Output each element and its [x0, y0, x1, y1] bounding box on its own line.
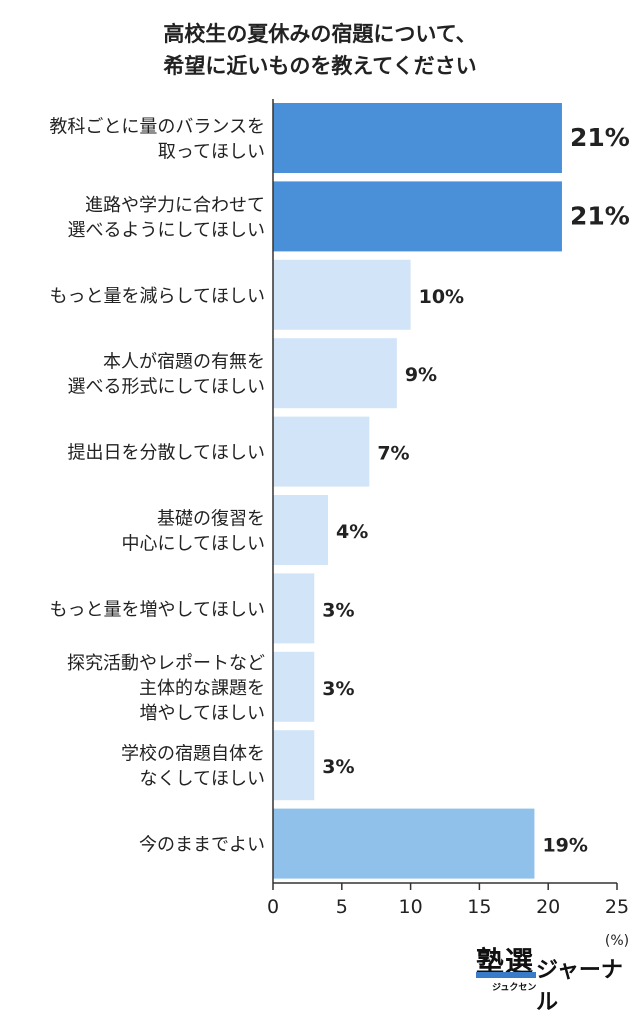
bar-5: [273, 495, 329, 565]
bar-value-label-7: 3%: [322, 678, 354, 700]
bar-value-label-4: 7%: [377, 443, 409, 465]
x-tick-label-3: 15: [467, 896, 491, 918]
category-label-9: 今のままでよい: [139, 835, 265, 856]
category-label-2: もっと量を減らしてほしい: [50, 286, 265, 307]
bar-value-label-2: 10%: [419, 286, 464, 308]
category-label-5: 基礎の復習を中心にしてほしい: [122, 509, 265, 555]
bar-6: [273, 573, 315, 644]
x-tick-label-2: 10: [399, 896, 423, 918]
bar-value-label-3: 9%: [405, 364, 437, 386]
category-label-3: 本人が宿題の有無を選べる形式にしてほしい: [68, 352, 265, 398]
bar-value-label-8: 3%: [322, 756, 354, 778]
bar-value-label-5: 4%: [336, 521, 368, 543]
category-label-1: 進路や学力に合わせて選べるようにしてほしい: [68, 195, 265, 241]
brand-logo-underline: [476, 972, 536, 978]
bar-3: [273, 338, 397, 409]
chart-title-line-1: 高校生の夏休みの宿題について、: [163, 22, 477, 46]
brand-logo-kana: ジャーナル: [536, 958, 623, 1015]
category-label-0: 教科ごとに量のバランスを取ってほしい: [49, 117, 265, 163]
bar-value-label-6: 3%: [322, 599, 354, 621]
x-tick-label-4: 20: [536, 896, 560, 918]
x-unit-label: (%): [605, 933, 629, 949]
category-label-6: もっと量を増やしてほしい: [50, 599, 265, 620]
chart-title-line-2: 希望に近いものを教えてください: [163, 54, 477, 78]
brand-logo-sub: ジュクセン: [492, 983, 537, 993]
category-label-8: 学校の宿題自体をなくしてほしい: [121, 744, 265, 790]
brand-logo: 塾選 ジャーナル ジュクセン: [470, 940, 640, 1015]
bar-8: [273, 730, 315, 801]
category-label-4: 提出日を分散してほしい: [68, 443, 265, 464]
bar-9: [273, 808, 535, 879]
bar-value-label-0: 21%: [570, 123, 630, 152]
bar-4: [273, 416, 370, 487]
category-label-7: 探究活動やレポートなど主体的な課題を増やしてほしい: [67, 653, 265, 724]
bar-0: [273, 103, 562, 173]
bar-1: [273, 181, 562, 252]
x-tick-label-1: 5: [336, 896, 348, 918]
bar-value-label-9: 19%: [542, 835, 587, 857]
x-tick-label-0: 0: [267, 896, 279, 918]
bar-2: [273, 259, 411, 330]
x-tick-label-5: 25: [605, 896, 629, 918]
chart-title: 高校生の夏休みの宿題について、 希望に近いものを教えてください: [0, 18, 640, 82]
bar-7: [273, 651, 315, 722]
bar-value-label-1: 21%: [570, 201, 630, 230]
